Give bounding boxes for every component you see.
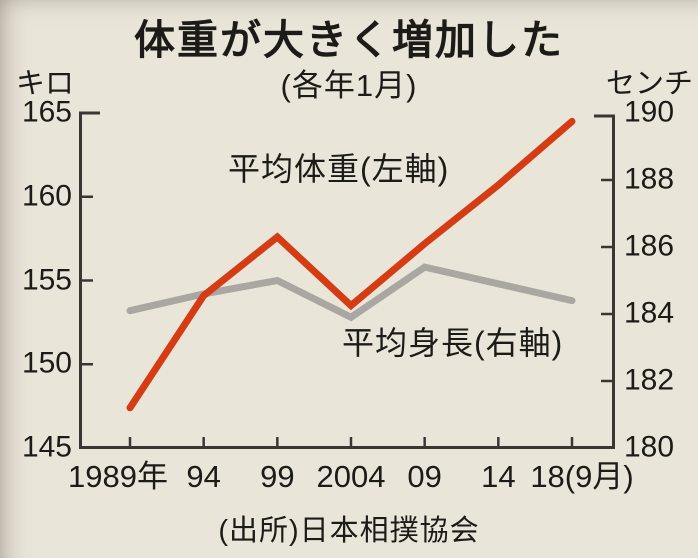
x-axis-tick-label: 14 <box>481 459 516 494</box>
right-axis-tick-label: 188 <box>624 162 675 196</box>
left-axis-tick-label: 150 <box>21 346 72 380</box>
right-axis-tick-label: 180 <box>624 430 675 464</box>
left-axis-tick-label: 145 <box>21 430 72 464</box>
right-axis-tick-label: 190 <box>624 95 675 129</box>
height-series-label: 平均身長(右軸) <box>342 325 564 361</box>
chart-subtitle: (各年1月) <box>280 68 418 103</box>
x-axis-tick-label: 94 <box>186 459 221 494</box>
right-axis-tick-label: 186 <box>624 229 675 263</box>
chart-title: 体重が大きく増加した <box>134 17 564 63</box>
left-axis-unit-label: キロ <box>16 68 75 100</box>
right-axis-tick-label: 184 <box>624 296 675 330</box>
x-axis-tick-label: 09 <box>407 459 442 494</box>
right-axis-unit-label: センチ <box>605 68 693 100</box>
left-axis-tick-label: 165 <box>21 95 72 129</box>
x-axis-tick-label: 2004 <box>316 459 386 494</box>
weight-line <box>126 117 576 412</box>
x-axis-tick-label: 18(9月) <box>530 459 634 494</box>
x-axis-tick-label: 99 <box>260 459 295 494</box>
right-axis-tick-label: 182 <box>624 363 675 397</box>
source-note: (出所)日本相撲協会 <box>218 515 480 547</box>
left-axis-tick-label: 155 <box>21 262 72 296</box>
left-axis-tick-label: 160 <box>21 179 72 213</box>
x-axis-tick-label: 1989年 <box>68 459 168 494</box>
weight-series-label: 平均体重(左軸) <box>228 151 450 187</box>
